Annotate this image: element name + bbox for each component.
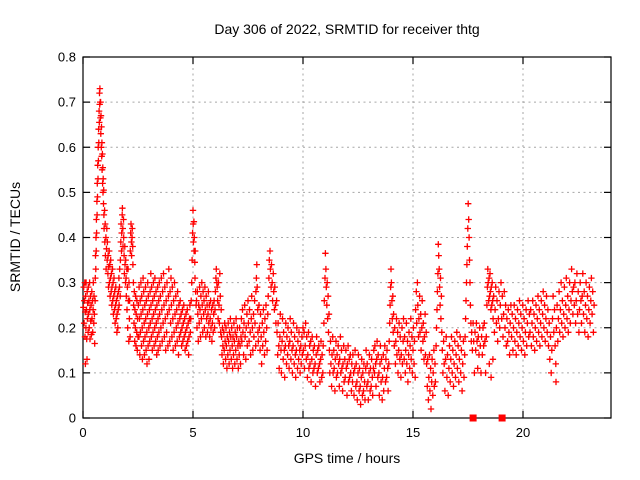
data-points [80,85,598,413]
x-tick-label: 15 [406,425,420,440]
flag-markers [469,414,506,422]
chart-title: Day 306 of 2022, SRMTID for receiver tht… [214,21,479,37]
x-tick-label: 0 [79,425,86,440]
y-tick-label: 0.2 [58,320,76,335]
tick-labels: 0 5 10 15 20 0 0.1 0.2 0.3 0.4 0.5 0.6 0.7 0.8 [58,50,530,441]
y-axis-label: SRMTID / TECUs [7,182,23,292]
y-tick-label: 0.8 [58,50,76,65]
y-tick-label: 0.1 [58,365,76,380]
x-axis-label: GPS time / hours [294,450,401,466]
y-tick-label: 0.4 [58,230,76,245]
y-tick-label: 0.6 [58,140,76,155]
plot-border [82,56,612,419]
y-tick-label: 0 [69,411,76,426]
flag-square-marker [469,414,477,422]
x-tick-label: 10 [296,425,310,440]
flag-square-marker [498,414,506,422]
gridlines [83,57,611,418]
y-tick-label: 0.5 [58,185,76,200]
x-tick-label: 20 [516,425,530,440]
y-tick-label: 0.7 [58,95,76,110]
y-tick-label: 0.3 [58,275,76,290]
x-tick-label: 5 [189,425,196,440]
